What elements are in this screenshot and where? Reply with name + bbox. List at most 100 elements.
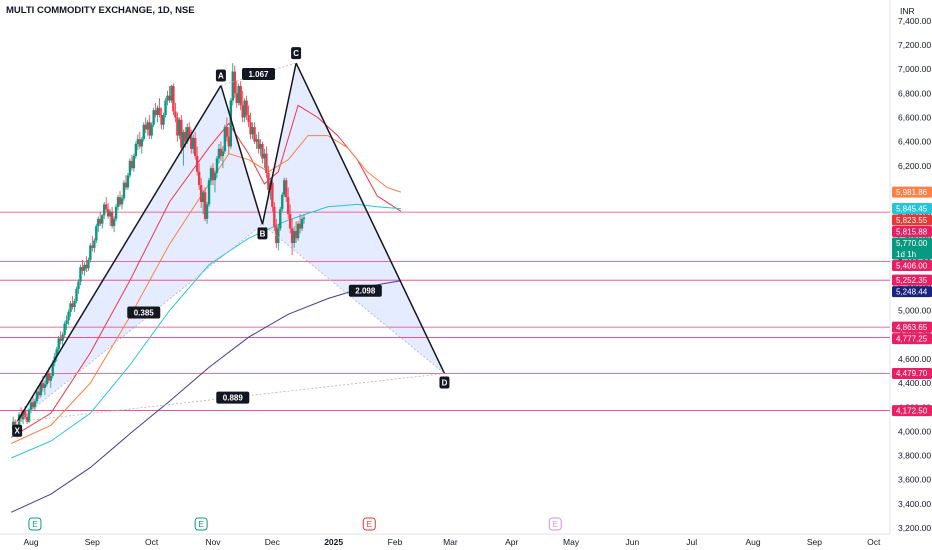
candle-body	[144, 124, 147, 130]
candle-body	[231, 71, 234, 101]
candle	[283, 177, 286, 198]
candle-body	[104, 204, 108, 210]
candle	[233, 65, 236, 99]
candle	[207, 177, 211, 207]
price-tag: 5,823.55	[892, 214, 932, 226]
candle-body	[192, 137, 195, 149]
earnings-event-icon: E	[28, 517, 42, 531]
candle-body	[193, 137, 197, 157]
candle-body	[33, 401, 37, 408]
candle	[281, 192, 284, 212]
candle	[152, 107, 155, 128]
pattern-point-c: C	[291, 47, 302, 60]
price-tag-label: 4,172.50	[896, 406, 928, 415]
candle-body	[122, 182, 126, 199]
candle-body	[23, 410, 27, 417]
candle	[302, 214, 306, 224]
candle-body	[158, 107, 161, 116]
candle-body	[140, 139, 143, 147]
event-badge	[548, 517, 562, 531]
candle	[93, 238, 96, 253]
candle	[203, 187, 207, 222]
candle	[170, 84, 173, 103]
candle	[229, 98, 233, 149]
candle-body	[255, 139, 258, 142]
candle	[136, 134, 140, 151]
y-tick-label: 3,600.00	[898, 475, 931, 485]
candle-body	[271, 182, 274, 207]
candle-body	[176, 117, 179, 136]
candle-body	[184, 131, 187, 142]
candle-body	[150, 124, 153, 136]
candle-body	[294, 230, 298, 239]
candle	[294, 221, 298, 244]
pattern-point-label: A	[218, 71, 224, 80]
price-tag-bg	[892, 226, 932, 238]
event-badge	[362, 517, 376, 531]
candle-body	[197, 171, 201, 186]
candle	[81, 259, 84, 275]
candle	[300, 216, 304, 231]
pattern-point-badge	[291, 47, 302, 60]
pattern-point-d: D	[439, 376, 450, 389]
pattern-leg-xa	[16, 85, 222, 423]
candle-body	[213, 172, 217, 181]
candle-body	[97, 218, 100, 227]
earnings-event-icon: E	[194, 517, 208, 531]
price-tag-bg	[892, 405, 932, 417]
candle	[221, 146, 225, 169]
candle-body	[27, 409, 31, 422]
candle-body	[263, 153, 266, 159]
candle-body	[195, 156, 199, 172]
candle	[116, 194, 120, 211]
pattern-point-a: A	[215, 69, 226, 82]
candle-body	[233, 71, 236, 94]
candle	[160, 107, 163, 130]
earnings-event-icon: E	[362, 517, 376, 531]
candle-body	[130, 160, 134, 169]
candle	[267, 165, 270, 195]
candle-body	[102, 204, 106, 216]
candle	[158, 98, 161, 118]
candle-body	[126, 175, 130, 188]
candle	[259, 139, 262, 157]
candle	[63, 321, 66, 338]
price-tag-label: 4,863.65	[896, 323, 928, 332]
price-tag: 5,815.88	[892, 226, 932, 238]
candle-body	[186, 127, 189, 142]
candle-body	[239, 86, 242, 106]
candle-body	[286, 197, 290, 215]
candle	[67, 309, 70, 326]
candle-body	[17, 414, 21, 426]
pattern-ratio: 0.385	[127, 306, 161, 319]
candle-body	[99, 218, 102, 224]
candle-body	[110, 211, 114, 227]
candle	[298, 214, 302, 234]
pattern-ratio-label: 2.098	[355, 287, 376, 296]
candle-body	[134, 144, 138, 157]
chart-title: MULTI COMMODITY EXCHANGE, 1D, NSE	[6, 5, 195, 16]
candle-body	[156, 107, 159, 116]
candle-body	[219, 148, 223, 157]
candle-body	[19, 414, 23, 420]
candle-body	[37, 391, 41, 396]
candle-body	[47, 373, 51, 381]
candle-body	[279, 209, 282, 229]
candle-body	[237, 86, 240, 103]
candle-body	[283, 180, 286, 195]
candle-body	[146, 122, 149, 130]
pattern-leg-cd	[295, 62, 446, 374]
price-tag-label: 5,845.45	[896, 204, 928, 213]
candle	[247, 105, 250, 128]
candle	[251, 122, 254, 140]
candle	[97, 216, 100, 233]
candle-body	[160, 115, 163, 125]
candle-body	[95, 226, 98, 241]
candle	[108, 209, 112, 227]
candle-body	[128, 160, 132, 176]
price-tag-label: 4,777.25	[896, 334, 928, 343]
candle-body	[136, 139, 140, 145]
pattern-point-badge	[215, 69, 226, 82]
candle	[112, 216, 116, 233]
